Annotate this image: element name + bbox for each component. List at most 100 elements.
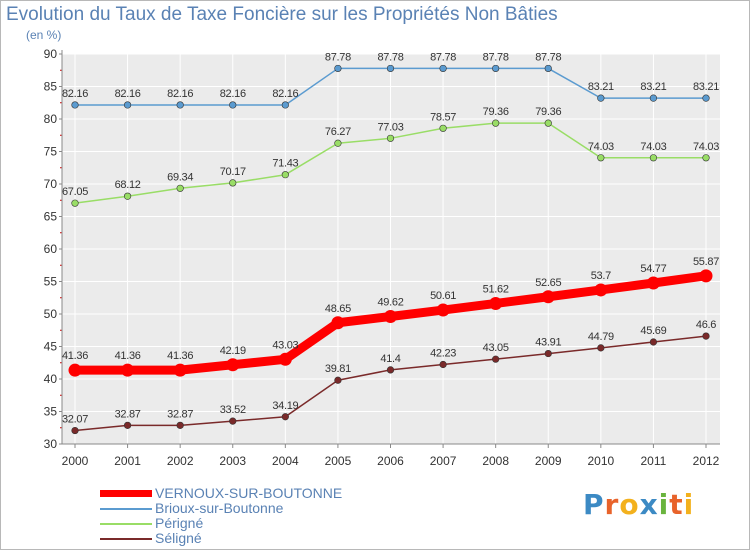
data-label-brioux: 82.16 <box>115 88 141 100</box>
data-point-seligne <box>176 421 184 429</box>
data-point-perigne <box>334 139 342 147</box>
data-label-perigne: 79.36 <box>483 106 509 118</box>
data-point-seligne <box>386 366 395 374</box>
data-point-brioux <box>492 64 500 73</box>
x-tick-label: 2002 <box>167 454 194 468</box>
logo-letter: o <box>619 488 640 521</box>
data-point-vernoux <box>436 303 450 317</box>
y-tick-label: 35 <box>44 405 58 419</box>
data-point-brioux <box>176 101 184 109</box>
x-tick-label: 2012 <box>693 454 720 468</box>
data-label-seligne: 46.6 <box>696 319 716 331</box>
data-point-brioux <box>334 64 342 73</box>
data-label-perigne: 74.03 <box>588 141 614 153</box>
x-tick-label: 2005 <box>325 454 352 468</box>
data-point-brioux <box>649 94 658 102</box>
data-label-seligne: 42.23 <box>430 348 456 360</box>
data-point-seligne <box>123 421 132 429</box>
data-label-brioux: 82.16 <box>62 88 88 100</box>
x-tick-label: 2010 <box>587 454 614 468</box>
data-label-perigne: 74.03 <box>640 141 666 153</box>
data-label-brioux: 83.21 <box>693 81 719 93</box>
data-point-perigne <box>702 154 710 162</box>
data-point-perigne <box>492 119 500 127</box>
y-axis-unit-label: (en %) <box>26 28 62 42</box>
data-label-brioux: 87.78 <box>535 51 561 63</box>
data-point-seligne <box>649 338 658 346</box>
x-tick-label: 2000 <box>62 454 89 468</box>
data-point-brioux <box>281 101 289 109</box>
data-point-vernoux <box>331 316 345 330</box>
y-tick-label: 40 <box>44 372 58 386</box>
data-label-seligne: 32.87 <box>115 408 141 420</box>
y-tick-label: 45 <box>44 340 58 354</box>
data-point-brioux <box>123 101 132 109</box>
data-label-seligne: 41.4 <box>380 353 400 365</box>
x-tick-label: 2001 <box>114 454 141 468</box>
data-label-vernoux: 51.62 <box>483 283 509 295</box>
data-point-vernoux <box>594 283 608 297</box>
legend-swatch-perigne <box>100 523 152 525</box>
data-point-seligne <box>439 360 447 369</box>
data-label-perigne: 70.17 <box>220 166 246 178</box>
logo-letter: t <box>669 488 684 521</box>
data-label-vernoux: 53.7 <box>591 270 611 282</box>
data-label-perigne: 67.05 <box>62 186 88 198</box>
data-point-brioux <box>544 64 552 73</box>
legend-label-brioux: Brioux-sur-Boutonne <box>155 500 284 516</box>
logo-letter: r <box>604 488 620 521</box>
data-point-perigne <box>176 184 184 192</box>
chart-title: Evolution du Taux de Taxe Foncière sur l… <box>6 4 558 25</box>
data-point-perigne <box>386 134 395 142</box>
data-label-seligne: 33.52 <box>220 404 246 416</box>
data-point-perigne <box>597 154 605 162</box>
y-tick-label: 50 <box>44 307 58 321</box>
data-point-perigne <box>439 124 447 132</box>
data-point-perigne <box>649 154 658 162</box>
y-tick-label: 70 <box>44 177 58 191</box>
x-tick-label: 2011 <box>641 454 667 468</box>
data-label-vernoux: 43.03 <box>272 339 298 351</box>
legend-label-seligne: Séligné <box>155 530 202 546</box>
data-point-brioux <box>439 64 447 73</box>
logo-letter: x <box>639 488 659 521</box>
data-label-brioux: 82.16 <box>167 88 193 100</box>
data-label-seligne: 34.19 <box>272 400 298 412</box>
data-label-vernoux: 48.65 <box>325 303 351 315</box>
data-point-vernoux <box>541 290 555 304</box>
data-point-vernoux <box>489 296 503 310</box>
data-label-perigne: 74.03 <box>693 141 719 153</box>
logo-letter: P <box>583 488 605 521</box>
data-point-vernoux <box>173 363 187 377</box>
data-point-perigne <box>123 192 132 200</box>
data-point-seligne <box>71 426 79 435</box>
x-tick-label: 2007 <box>430 454 457 468</box>
data-point-seligne <box>492 355 500 363</box>
data-label-seligne: 45.69 <box>640 325 666 337</box>
data-point-perigne <box>281 171 289 179</box>
logo-letter: i <box>683 488 695 521</box>
data-point-seligne <box>229 417 237 425</box>
data-point-brioux <box>597 94 605 102</box>
data-point-seligne <box>702 332 710 340</box>
data-label-seligne: 43.91 <box>535 337 561 349</box>
legend-swatch-seligne <box>100 538 152 540</box>
data-label-perigne: 76.27 <box>325 126 351 138</box>
x-tick-label: 2006 <box>377 454 404 468</box>
data-point-vernoux <box>278 352 292 366</box>
data-point-brioux <box>229 101 237 109</box>
data-label-vernoux: 41.36 <box>62 350 88 362</box>
data-point-vernoux <box>699 269 713 283</box>
data-point-vernoux <box>68 363 82 377</box>
data-label-brioux: 87.78 <box>325 51 351 63</box>
y-tick-label: 75 <box>44 145 58 159</box>
data-point-brioux <box>386 64 395 73</box>
x-tick-label: 2003 <box>219 454 246 468</box>
data-label-brioux: 82.16 <box>272 88 298 100</box>
data-point-seligne <box>597 344 605 352</box>
data-label-perigne: 77.03 <box>377 121 403 133</box>
y-tick-label: 90 <box>44 47 58 61</box>
data-label-vernoux: 54.77 <box>640 263 666 275</box>
data-label-brioux: 83.21 <box>588 81 614 93</box>
y-tick-label: 60 <box>44 242 58 256</box>
